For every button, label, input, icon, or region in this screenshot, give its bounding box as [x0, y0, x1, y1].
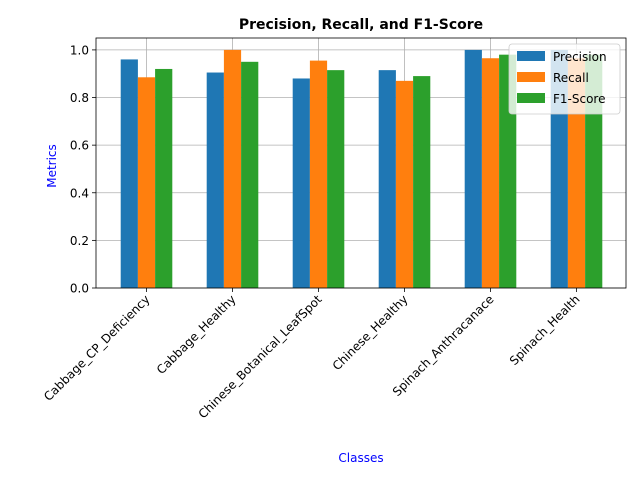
- legend-swatch: [517, 93, 545, 103]
- y-tick-label: 0.8: [70, 91, 89, 105]
- legend-label: Precision: [553, 50, 607, 64]
- bar-precision: [120, 59, 138, 288]
- bar-precision: [292, 78, 310, 288]
- bar-recall: [395, 80, 414, 288]
- x-axis-label: Classes: [338, 451, 383, 465]
- x-tick-label: Spinach_Anthracanace: [390, 292, 497, 399]
- x-tick-label: Chinese_Healthy: [330, 292, 411, 373]
- bar-f1-score: [241, 61, 259, 288]
- x-tick-label: Spinach_Health: [507, 292, 583, 368]
- bar-precision: [464, 49, 482, 289]
- bar-recall: [223, 49, 242, 289]
- legend-label: F1-Score: [553, 92, 605, 106]
- legend-swatch: [517, 51, 545, 61]
- y-tick-label: 0.2: [70, 234, 89, 248]
- chart-title: Precision, Recall, and F1-Score: [239, 17, 483, 33]
- x-tick-label: Cabbage_Healthy: [154, 292, 239, 377]
- bar-f1-score: [327, 70, 345, 289]
- y-tick-label: 0.6: [70, 139, 89, 153]
- y-tick-label: 1.0: [70, 43, 89, 57]
- legend-label: Recall: [553, 71, 589, 85]
- y-tick-label: 0.4: [70, 186, 89, 200]
- legend: Precision Recall F1-Score: [508, 43, 621, 115]
- bar-recall: [481, 58, 500, 288]
- y-axis-label: Metrics: [45, 144, 59, 188]
- y-tick-label: 0.0: [70, 282, 89, 296]
- bar-precision: [378, 70, 396, 289]
- bar-f1-score: [155, 68, 173, 288]
- bar-recall: [137, 77, 156, 289]
- bar-recall: [309, 60, 328, 288]
- bar-f1-score: [413, 76, 431, 288]
- legend-swatch: [517, 72, 545, 82]
- plot-frame: [95, 37, 627, 289]
- bars: [120, 49, 603, 289]
- x-tick-label: Cabbage_CP_Deficiency: [41, 292, 153, 404]
- bar-precision: [206, 72, 224, 289]
- bar-recall: [567, 58, 586, 288]
